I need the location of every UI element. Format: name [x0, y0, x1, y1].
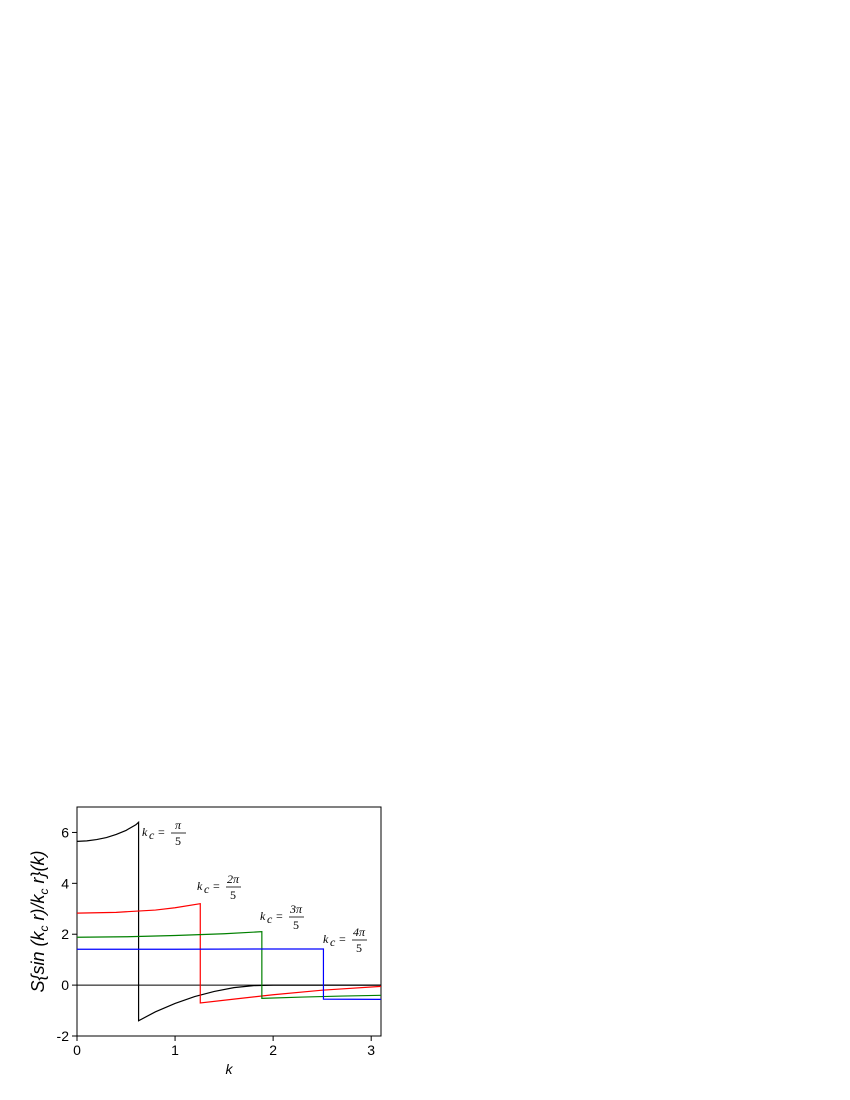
annotation-eq: = [276, 909, 283, 923]
y-axis-label-part: r)/k [28, 893, 48, 925]
annotation-lhs: k [142, 825, 148, 839]
x-axis-label: k [226, 1061, 234, 1077]
annotation: k c = π 5 [142, 818, 186, 848]
annotation-sub: c [330, 935, 336, 949]
y-tick-label: 6 [61, 824, 69, 840]
annotation: k c = 3π 5 [260, 902, 304, 932]
series-line [76, 931, 382, 999]
y-axis-label-part: S{sin (k [28, 930, 48, 992]
x-tick-label: 3 [367, 1042, 375, 1058]
series-line [77, 948, 382, 1000]
x-tick-label: 0 [73, 1042, 81, 1058]
annotation-sub: c [267, 912, 273, 926]
y-axis-label-part: r}(k) [28, 850, 48, 888]
annotation-num: π [175, 818, 182, 832]
annotation-den: 5 [175, 834, 181, 848]
y-axis-label-part: c [37, 888, 51, 894]
annotation-eq: = [213, 879, 220, 893]
annotation-lhs: k [323, 932, 329, 946]
series-line [76, 902, 382, 1004]
annotation-sub: c [204, 882, 210, 896]
annotation-lhs: k [197, 879, 203, 893]
annotation: k c = 2π 5 [197, 872, 241, 902]
annotation-sub: c [149, 828, 155, 842]
annotation-den: 5 [230, 888, 236, 902]
y-axis-label-part: c [37, 925, 51, 931]
series-line [76, 820, 381, 1022]
annotation-eq: = [158, 825, 165, 839]
annotation-lhs: k [260, 909, 266, 923]
plot-frame [76, 806, 382, 1037]
y-tick-label: -2 [57, 1028, 70, 1044]
x-tick-label: 2 [269, 1042, 277, 1058]
annotation-den: 5 [356, 941, 362, 955]
annotation-num: 2π [227, 872, 240, 886]
y-axis-label: S{sin (kc r)/kc r}(k) [28, 850, 51, 992]
annotation-num: 4π [353, 925, 366, 939]
y-tick-label: 0 [61, 977, 69, 993]
annotation-num: 3π [289, 902, 303, 916]
annotation-den: 5 [293, 918, 299, 932]
annotation: k c = 4π 5 [323, 925, 367, 955]
annotation-eq: = [339, 932, 346, 946]
x-tick-label: 1 [171, 1042, 179, 1058]
y-tick-label: 4 [61, 875, 69, 891]
y-tick-label: 2 [61, 926, 69, 942]
